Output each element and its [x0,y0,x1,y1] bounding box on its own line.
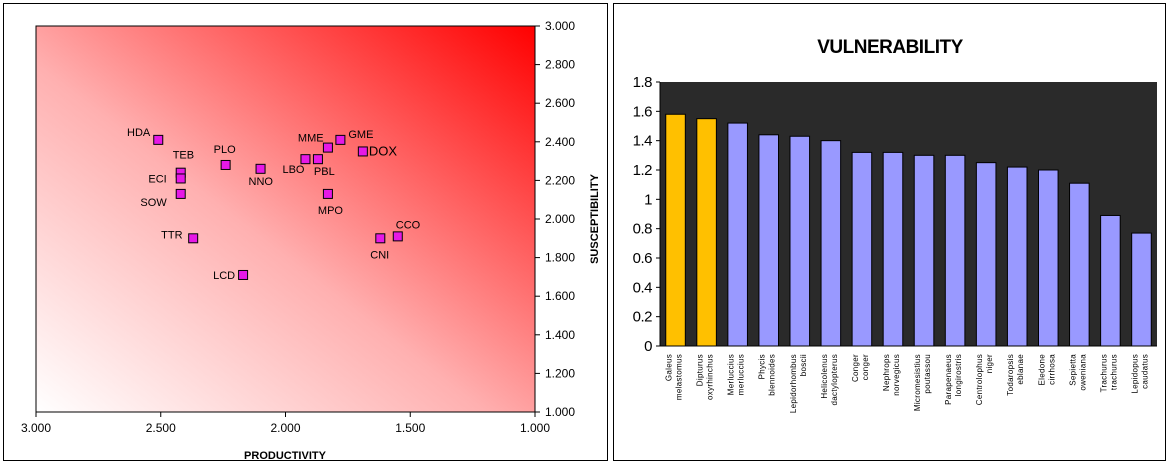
scatter-point [322,142,333,153]
y-tick-label: 1 [644,191,652,208]
y-tick-label: 2.200 [545,173,575,187]
bar [975,162,997,347]
bar [820,140,842,347]
y-tick-label: 1.8 [633,74,653,91]
point-label: NNO [249,176,274,188]
bar [758,134,780,347]
point-label: LBO [282,164,304,176]
category-label: Eledonecirrhosa [1037,354,1056,386]
scatter-point [375,233,386,244]
point-label: HDA [127,127,151,139]
bar [665,113,686,347]
category-label: Congerconger [851,354,870,382]
bar [1131,232,1152,347]
y-tick-label: 0 [644,338,652,355]
category-label: Galeusmelastomus [665,354,684,400]
category-label: Lepidorhombusboscii [789,354,808,413]
x-tick-label: 1.500 [395,421,425,435]
y-tick-label: 1.600 [545,289,575,303]
scatter-point [220,159,231,170]
category-label: Centrolophusniger [975,354,994,405]
point-label: GME [348,129,373,141]
y-tick-label: 0.6 [633,250,653,267]
point-label: MPO [318,205,344,217]
point-label: SOW [140,197,167,209]
bar [1100,214,1121,347]
scatter-point [357,146,368,157]
y-tick-label: 1.4 [633,133,653,150]
point-label: CCO [396,219,421,231]
x-tick-label: 1.000 [520,421,550,435]
y-tick-label: 3.000 [545,19,575,33]
y-tick-label: 2.000 [545,212,575,226]
bar [882,151,904,347]
point-label: PBL [314,166,335,178]
category-label: Micromesistiuspoutassou [913,354,932,411]
category-label: Parapenaeuslongirostris [944,354,963,405]
chart-title: VULNERABILITY [817,37,963,58]
category-label: Helicolenusdactylopterus [820,354,839,405]
y-tick-label: 2.400 [545,135,575,149]
y-tick-label: 2.800 [545,58,575,72]
category-label: Phycisblennoides [758,354,777,396]
y-tick-label: 1.800 [545,251,575,265]
scatter-point [175,173,186,184]
bar [1006,166,1028,347]
scatter-point [153,134,164,145]
point-label: LCD [213,270,235,282]
bar [1037,169,1059,347]
scatter-point [300,154,311,165]
scatter-point [312,154,323,165]
category-label: Sepiettaoweniana [1068,354,1087,391]
bar [696,118,717,347]
x-axis-title: PRODUCTIVITY [244,450,327,462]
scatter-point [392,231,403,242]
point-label: MME [298,133,324,145]
y-tick-label: 1.400 [545,328,575,342]
y-tick-label: 1.2 [633,162,653,179]
x-tick-label: 3.000 [21,421,51,435]
bar [913,154,935,347]
scatter-point [322,188,333,199]
bar [727,122,748,347]
y-tick-label: 1.6 [633,103,653,120]
category-label: Nephropsnorvegicus [882,354,901,396]
y-tick-label: 2.600 [545,96,575,110]
category-label: Trachurustrachurus [1099,354,1118,392]
y-tick-label: 0.4 [633,279,653,296]
point-label: CNI [370,249,389,261]
plot-area [35,25,536,413]
point-label: DOX [369,143,398,158]
y-tick-label: 1.200 [545,366,575,380]
bar [789,135,811,347]
scatter-point [238,269,249,280]
y-tick-label: 1.000 [545,405,575,419]
scatter-point [188,233,199,244]
scatter-point [255,163,266,174]
point-label: TTR [161,229,182,241]
category-label: Todaropsiseblanae [1006,354,1025,396]
point-label: ECI [148,173,166,185]
category-label: Lepidopuscaudatus [1130,354,1149,394]
y-axis-title: SUSCEPTIBILITY [589,173,601,264]
x-tick-label: 2.000 [270,421,300,435]
bar [944,154,966,347]
bar [1069,182,1090,347]
scatter-point [335,134,346,145]
category-label: Dipturusoxyrhinchus [696,354,715,400]
scatter-point [175,188,186,199]
y-tick-label: 0.2 [633,309,653,326]
point-label: TEB [173,150,194,162]
y-tick-label: 0.8 [633,221,653,238]
bar [851,151,873,347]
category-label: Merlucciusmerluccius [727,354,746,395]
point-label: PLO [214,144,236,156]
x-tick-label: 2.500 [146,421,176,435]
